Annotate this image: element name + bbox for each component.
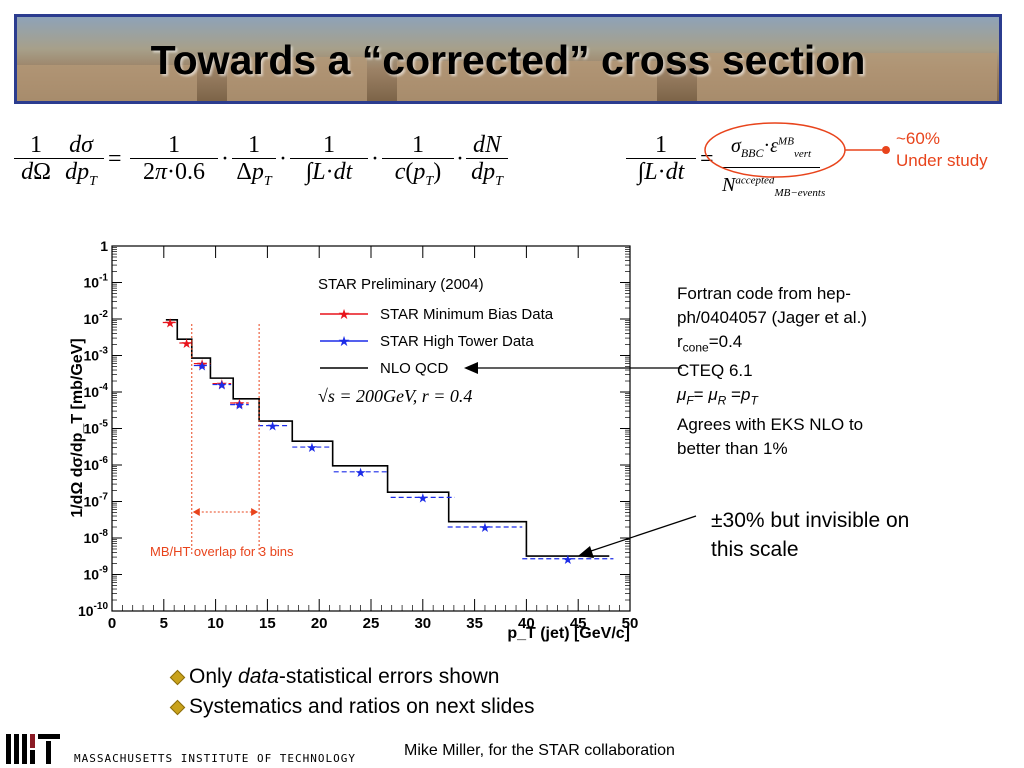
data-point: ★ — [306, 440, 318, 455]
chart-legend: STAR Preliminary (2004) ★ STAR Minimum B… — [318, 276, 554, 406]
x-tick-label: 35 — [466, 615, 483, 632]
efficiency-highlight-ellipse — [704, 122, 846, 178]
bullet-item: Only data-statistical errors shown — [169, 662, 535, 692]
data-point: ★ — [355, 465, 367, 480]
x-axis-label: p_T (jet) [GeV/c] — [507, 625, 630, 642]
bullet-list: Only data-statistical errors shown Syste… — [169, 662, 535, 722]
y-tick-label: 10-9 — [84, 565, 109, 583]
x-tick-label: 30 — [414, 615, 431, 632]
y-tick-label: 10-3 — [84, 346, 109, 364]
info-line: CTEQ 6.1 — [677, 361, 753, 381]
x-tick-label: 5 — [160, 615, 168, 632]
efficiency-percent: ~60% — [896, 129, 940, 148]
data-point: ★ — [562, 552, 574, 567]
bullet-icon — [169, 669, 186, 686]
data-point: ★ — [479, 520, 491, 535]
info-scales: μF= μR =pT — [677, 385, 758, 408]
scale-pointer-arrow — [578, 515, 697, 558]
y-tick-label: 10-4 — [84, 382, 109, 400]
x-tick-label: 0 — [108, 615, 116, 632]
y-tick-label: 10-2 — [84, 309, 109, 327]
y-tick-label: 10-7 — [84, 492, 109, 510]
x-tick-label: 10 — [207, 615, 224, 632]
legend-mb-label: STAR Minimum Bias Data — [380, 306, 554, 323]
legend-star-mb: ★ — [338, 306, 351, 322]
cross-section-plot: 10-1010-910-810-710-610-510-410-310-210-… — [69, 240, 639, 642]
data-point: ★ — [234, 396, 246, 411]
overlap-arrowhead — [251, 508, 259, 516]
title-banner: Towards a “corrected” cross section — [14, 14, 1002, 104]
legend-title: STAR Preliminary (2004) — [318, 276, 484, 293]
x-tick-label: 15 — [259, 615, 276, 632]
nlo-pointer-arrow — [464, 362, 682, 374]
efficiency-callout — [704, 122, 890, 178]
overlap-label: MB/HT overlap for 3 bins — [150, 544, 294, 559]
data-point: ★ — [196, 359, 208, 374]
x-tick-label: 45 — [570, 615, 587, 632]
info-rcone: rcone=0.4 — [677, 332, 743, 355]
y-tick-label: 10-6 — [84, 455, 109, 473]
mit-logo-icon — [6, 734, 60, 764]
y-tick-label: 10-5 — [84, 419, 109, 437]
efficiency-note: ~60% Under study — [896, 128, 988, 172]
x-tick-label: 50 — [622, 615, 639, 632]
bullet-icon — [169, 699, 186, 716]
data-point: ★ — [267, 419, 279, 434]
slide-title: Towards a “corrected” cross section — [150, 37, 866, 83]
legend-ht-label: STAR High Tower Data — [380, 333, 534, 350]
energy-label: √s = 200GeV, r = 0.4 — [318, 386, 472, 406]
scale-note-line: ±30% but invisible on — [711, 509, 910, 532]
data-point: ★ — [196, 357, 208, 372]
scale-note: ±30% but invisible on this scale — [711, 506, 909, 564]
footer-institution: MASSACHUSETTS INSTITUTE OF TECHNOLOGY — [74, 752, 357, 765]
x-tick-label: 20 — [311, 615, 328, 632]
info-line: Fortran code from hep- — [677, 284, 851, 303]
bullet-item: Systematics and ratios on next slides — [169, 692, 535, 722]
efficiency-status: Under study — [896, 151, 988, 170]
legend-star-ht: ★ — [338, 333, 351, 349]
scale-note-line: this scale — [711, 538, 799, 561]
data-point: ★ — [216, 378, 228, 393]
nlo-info: Fortran code from hep- ph/0404057 (Jager… — [677, 282, 937, 461]
overlap-marker — [191, 324, 260, 556]
data-point: ★ — [164, 316, 176, 331]
y-axis: 10-10 10-9 10-8 10-7 10-6 10-5 10-4 10-3 10-2 10-… — [78, 240, 630, 619]
data-point: ★ — [234, 398, 246, 413]
x-tick-label: 40 — [518, 615, 535, 632]
plot-frame — [111, 245, 631, 612]
data-point: ★ — [181, 336, 193, 351]
info-line: ph/0404057 (Jager et al.) — [677, 308, 867, 327]
legend-nlo-label: NLO QCD — [380, 360, 449, 377]
y-tick-label: 10-10 — [78, 601, 108, 619]
data-point: ★ — [417, 490, 429, 505]
y-tick-label: 1 — [100, 240, 108, 254]
info-line: Agrees with EKS NLO to — [677, 414, 864, 434]
y-axis-label: 1/dΩ dσ/dp_T [mb/GeV] — [69, 338, 86, 517]
x-tick-label: 25 — [363, 615, 380, 632]
overlap-arrowhead — [192, 508, 200, 516]
ht-series: ★ ★ ★ ★ ★ ★ ★ ★ ★ — [193, 359, 614, 567]
y-tick-label: 10-8 — [84, 528, 109, 546]
y-tick-label: 10-1 — [84, 273, 109, 291]
x-axis: 0 5 10 15 20 25 30 35 40 45 50 — [108, 246, 639, 632]
footer-credit: Mike Miller, for the STAR collaboration — [404, 742, 675, 759]
info-line: better than 1% — [677, 438, 788, 458]
